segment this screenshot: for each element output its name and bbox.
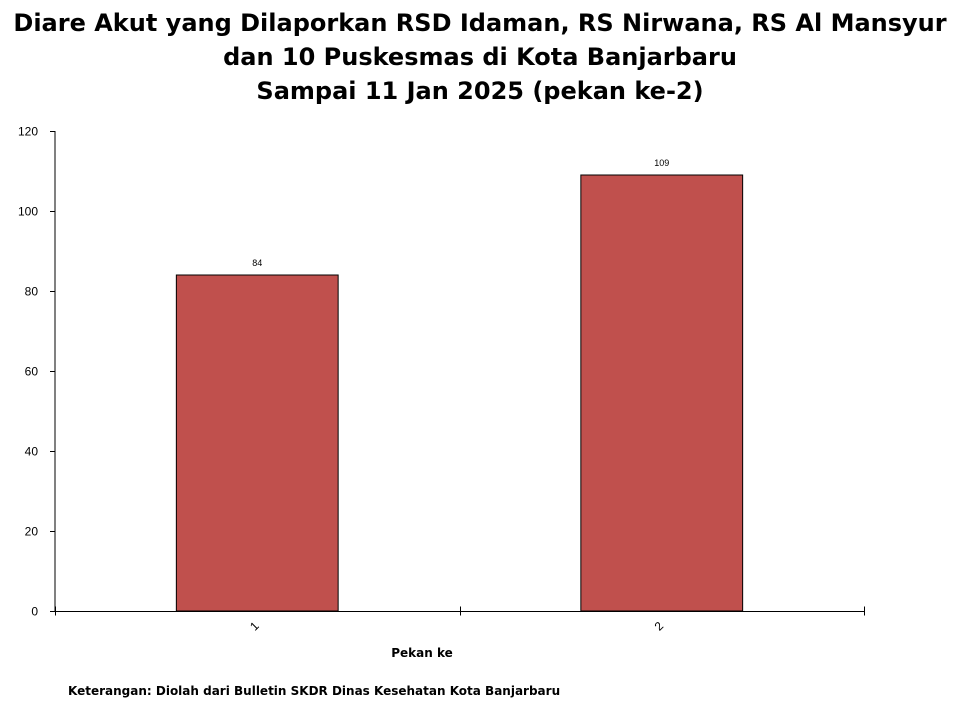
bar-1 xyxy=(175,274,339,612)
chart-title-line-2: dan 10 Puskesmas di Kota Banjarbaru xyxy=(223,43,737,71)
data-labels: 84 109 xyxy=(252,158,669,268)
y-tick-label: 0 xyxy=(31,605,38,619)
y-tick-label: 120 xyxy=(18,125,38,139)
y-tick-label: 60 xyxy=(25,365,39,379)
y-tick-label: 40 xyxy=(25,445,39,459)
y-tick-label: 100 xyxy=(18,205,38,219)
bar-series xyxy=(175,174,744,612)
data-label-2: 109 xyxy=(654,158,669,168)
bar-2 xyxy=(580,174,744,612)
x-tick-label-2: 2 xyxy=(652,619,667,634)
data-label-1: 84 xyxy=(252,258,262,268)
y-axis: 0 20 40 60 80 100 120 xyxy=(18,125,56,619)
y-tick-label: 80 xyxy=(25,285,39,299)
chart-title: Diare Akut yang Dilaporkan RSD Idaman, R… xyxy=(0,6,960,108)
y-tick-label: 20 xyxy=(25,525,39,539)
x-axis-title: Pekan ke xyxy=(391,646,453,660)
x-tick-label-1: 1 xyxy=(247,619,262,634)
footnote: Keterangan: Diolah dari Bulletin SKDR Di… xyxy=(68,684,561,698)
chart-title-line-3: Sampai 11 Jan 2025 (pekan ke-2) xyxy=(256,77,704,105)
chart-title-line-1: Diare Akut yang Dilaporkan RSD Idaman, R… xyxy=(13,9,947,37)
